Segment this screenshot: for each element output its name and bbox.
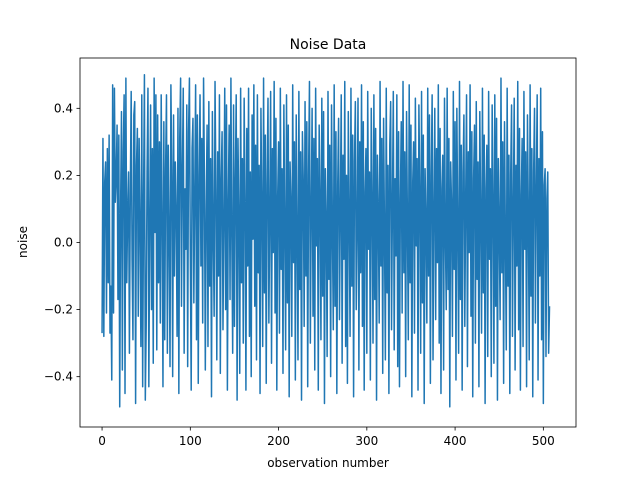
y-tick-label: −0.4 <box>44 370 73 384</box>
y-tick-label: 0.2 <box>54 168 73 182</box>
x-axis-ticks: 0 100 200 300 400 500 <box>98 427 555 448</box>
y-tick-label: −0.2 <box>44 303 73 317</box>
x-tick-label: 100 <box>179 434 202 448</box>
x-tick-label: 0 <box>98 434 106 448</box>
y-tick-label: 0.0 <box>54 236 73 250</box>
plot-area <box>101 74 551 408</box>
x-tick-label: 300 <box>355 434 378 448</box>
x-tick-label: 200 <box>267 434 290 448</box>
y-axis-label: noise <box>16 226 30 258</box>
x-tick-label: 400 <box>444 434 467 448</box>
y-tick-label: 0.4 <box>54 101 73 115</box>
y-axis-ticks: −0.4 −0.2 0.0 0.2 0.4 <box>44 101 80 384</box>
chart-title: Noise Data <box>290 37 367 53</box>
series-line <box>101 74 551 408</box>
x-tick-label: 500 <box>532 434 555 448</box>
x-axis-label: observation number <box>267 456 389 470</box>
